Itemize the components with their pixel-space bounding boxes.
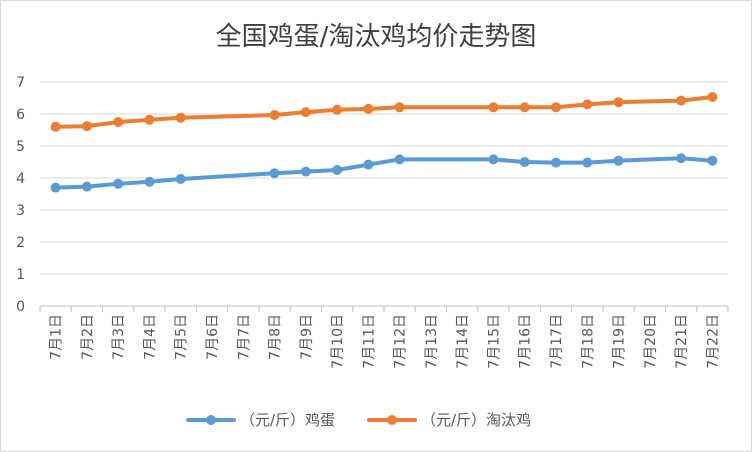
legend-swatch-marker: [387, 415, 397, 425]
data-point: [551, 157, 561, 168]
y-tick-label: 5: [16, 139, 25, 155]
x-tick-label: 7月3日: [111, 314, 127, 360]
data-point: [582, 99, 593, 110]
data-point: [613, 97, 624, 108]
x-tick-label: 7月2日: [80, 314, 96, 360]
data-point: [332, 104, 343, 115]
chart-title: 全国鸡蛋/淘汰鸡均价走势图: [216, 22, 537, 52]
y-tick-label: 6: [16, 107, 25, 123]
x-tick-label: 7月17日: [549, 314, 565, 369]
data-point: [269, 110, 280, 120]
data-point: [394, 154, 405, 165]
data-point: [175, 174, 186, 184]
x-tick-label: 7月1日: [49, 314, 65, 360]
data-point: [551, 102, 561, 113]
x-tick-label: 7月16日: [518, 314, 534, 369]
data-point: [300, 166, 311, 177]
x-tick-label: 7月15日: [486, 314, 502, 369]
x-tick-label: 7月20日: [643, 314, 659, 369]
x-tick-label: 7月13日: [424, 314, 440, 369]
data-point: [175, 112, 186, 123]
x-tick-label: 7月7日: [236, 314, 252, 360]
x-tick-label: 7月22日: [705, 314, 721, 369]
data-point: [144, 176, 155, 187]
y-tick-label: 7: [16, 75, 25, 91]
data-point: [676, 153, 687, 164]
legend-swatch-marker: [206, 415, 216, 425]
y-tick-label: 4: [16, 171, 25, 187]
data-point: [363, 103, 374, 114]
data-point: [488, 102, 499, 113]
data-point: [332, 165, 343, 175]
x-tick-label: 7月4日: [142, 314, 158, 360]
x-tick-label: 7月6日: [205, 314, 221, 360]
data-point: [519, 157, 530, 167]
y-tick-label: 3: [16, 203, 25, 219]
data-point: [707, 155, 718, 166]
data-point: [519, 102, 530, 113]
x-tick-label: 7月19日: [612, 314, 628, 369]
x-tick-label: 7月10日: [330, 314, 346, 369]
y-tick-label: 2: [16, 235, 25, 251]
legend-label: （元/斤）淘汰鸡: [421, 411, 531, 429]
legend: （元/斤）鸡蛋 （元/斤）淘汰鸡: [186, 411, 531, 429]
data-point: [707, 92, 718, 102]
series-group: [50, 92, 718, 193]
data-point: [81, 181, 92, 192]
y-tick-label: 0: [16, 299, 25, 315]
data-point: [113, 178, 124, 189]
x-tick-label: 7月5日: [174, 314, 190, 360]
data-point: [613, 155, 624, 166]
data-point: [582, 157, 593, 168]
x-tick-label: 7月9日: [299, 314, 315, 360]
x-tick-label: 7月21日: [674, 314, 690, 369]
legend-label: （元/斤）鸡蛋: [240, 411, 335, 429]
x-tick-label: 7月14日: [455, 314, 471, 369]
data-point: [394, 102, 405, 113]
gridlines: [40, 81, 728, 307]
data-point: [300, 107, 311, 118]
data-point: [113, 117, 124, 127]
y-axis-ticks: 0 1 2 3 4 5 6 7: [16, 75, 25, 315]
x-tick-label: 7月18日: [580, 314, 596, 369]
data-point: [488, 154, 499, 165]
x-tick-label: 7月12日: [393, 314, 409, 369]
data-point: [50, 182, 61, 193]
x-tick-label: 7月11日: [361, 314, 377, 369]
data-point: [676, 95, 687, 106]
data-point: [144, 114, 155, 125]
data-point: [50, 121, 61, 132]
x-axis-ticks: 7月1日 7月2日 7月3日 7月4日 7月5日 7月6日 7月7日 7月8日 7月9日 7月10…: [39, 306, 729, 369]
data-point: [81, 121, 92, 132]
data-point: [269, 168, 280, 179]
y-tick-label: 1: [16, 267, 25, 283]
x-tick-label: 7月8日: [268, 314, 284, 360]
data-point: [363, 159, 374, 170]
